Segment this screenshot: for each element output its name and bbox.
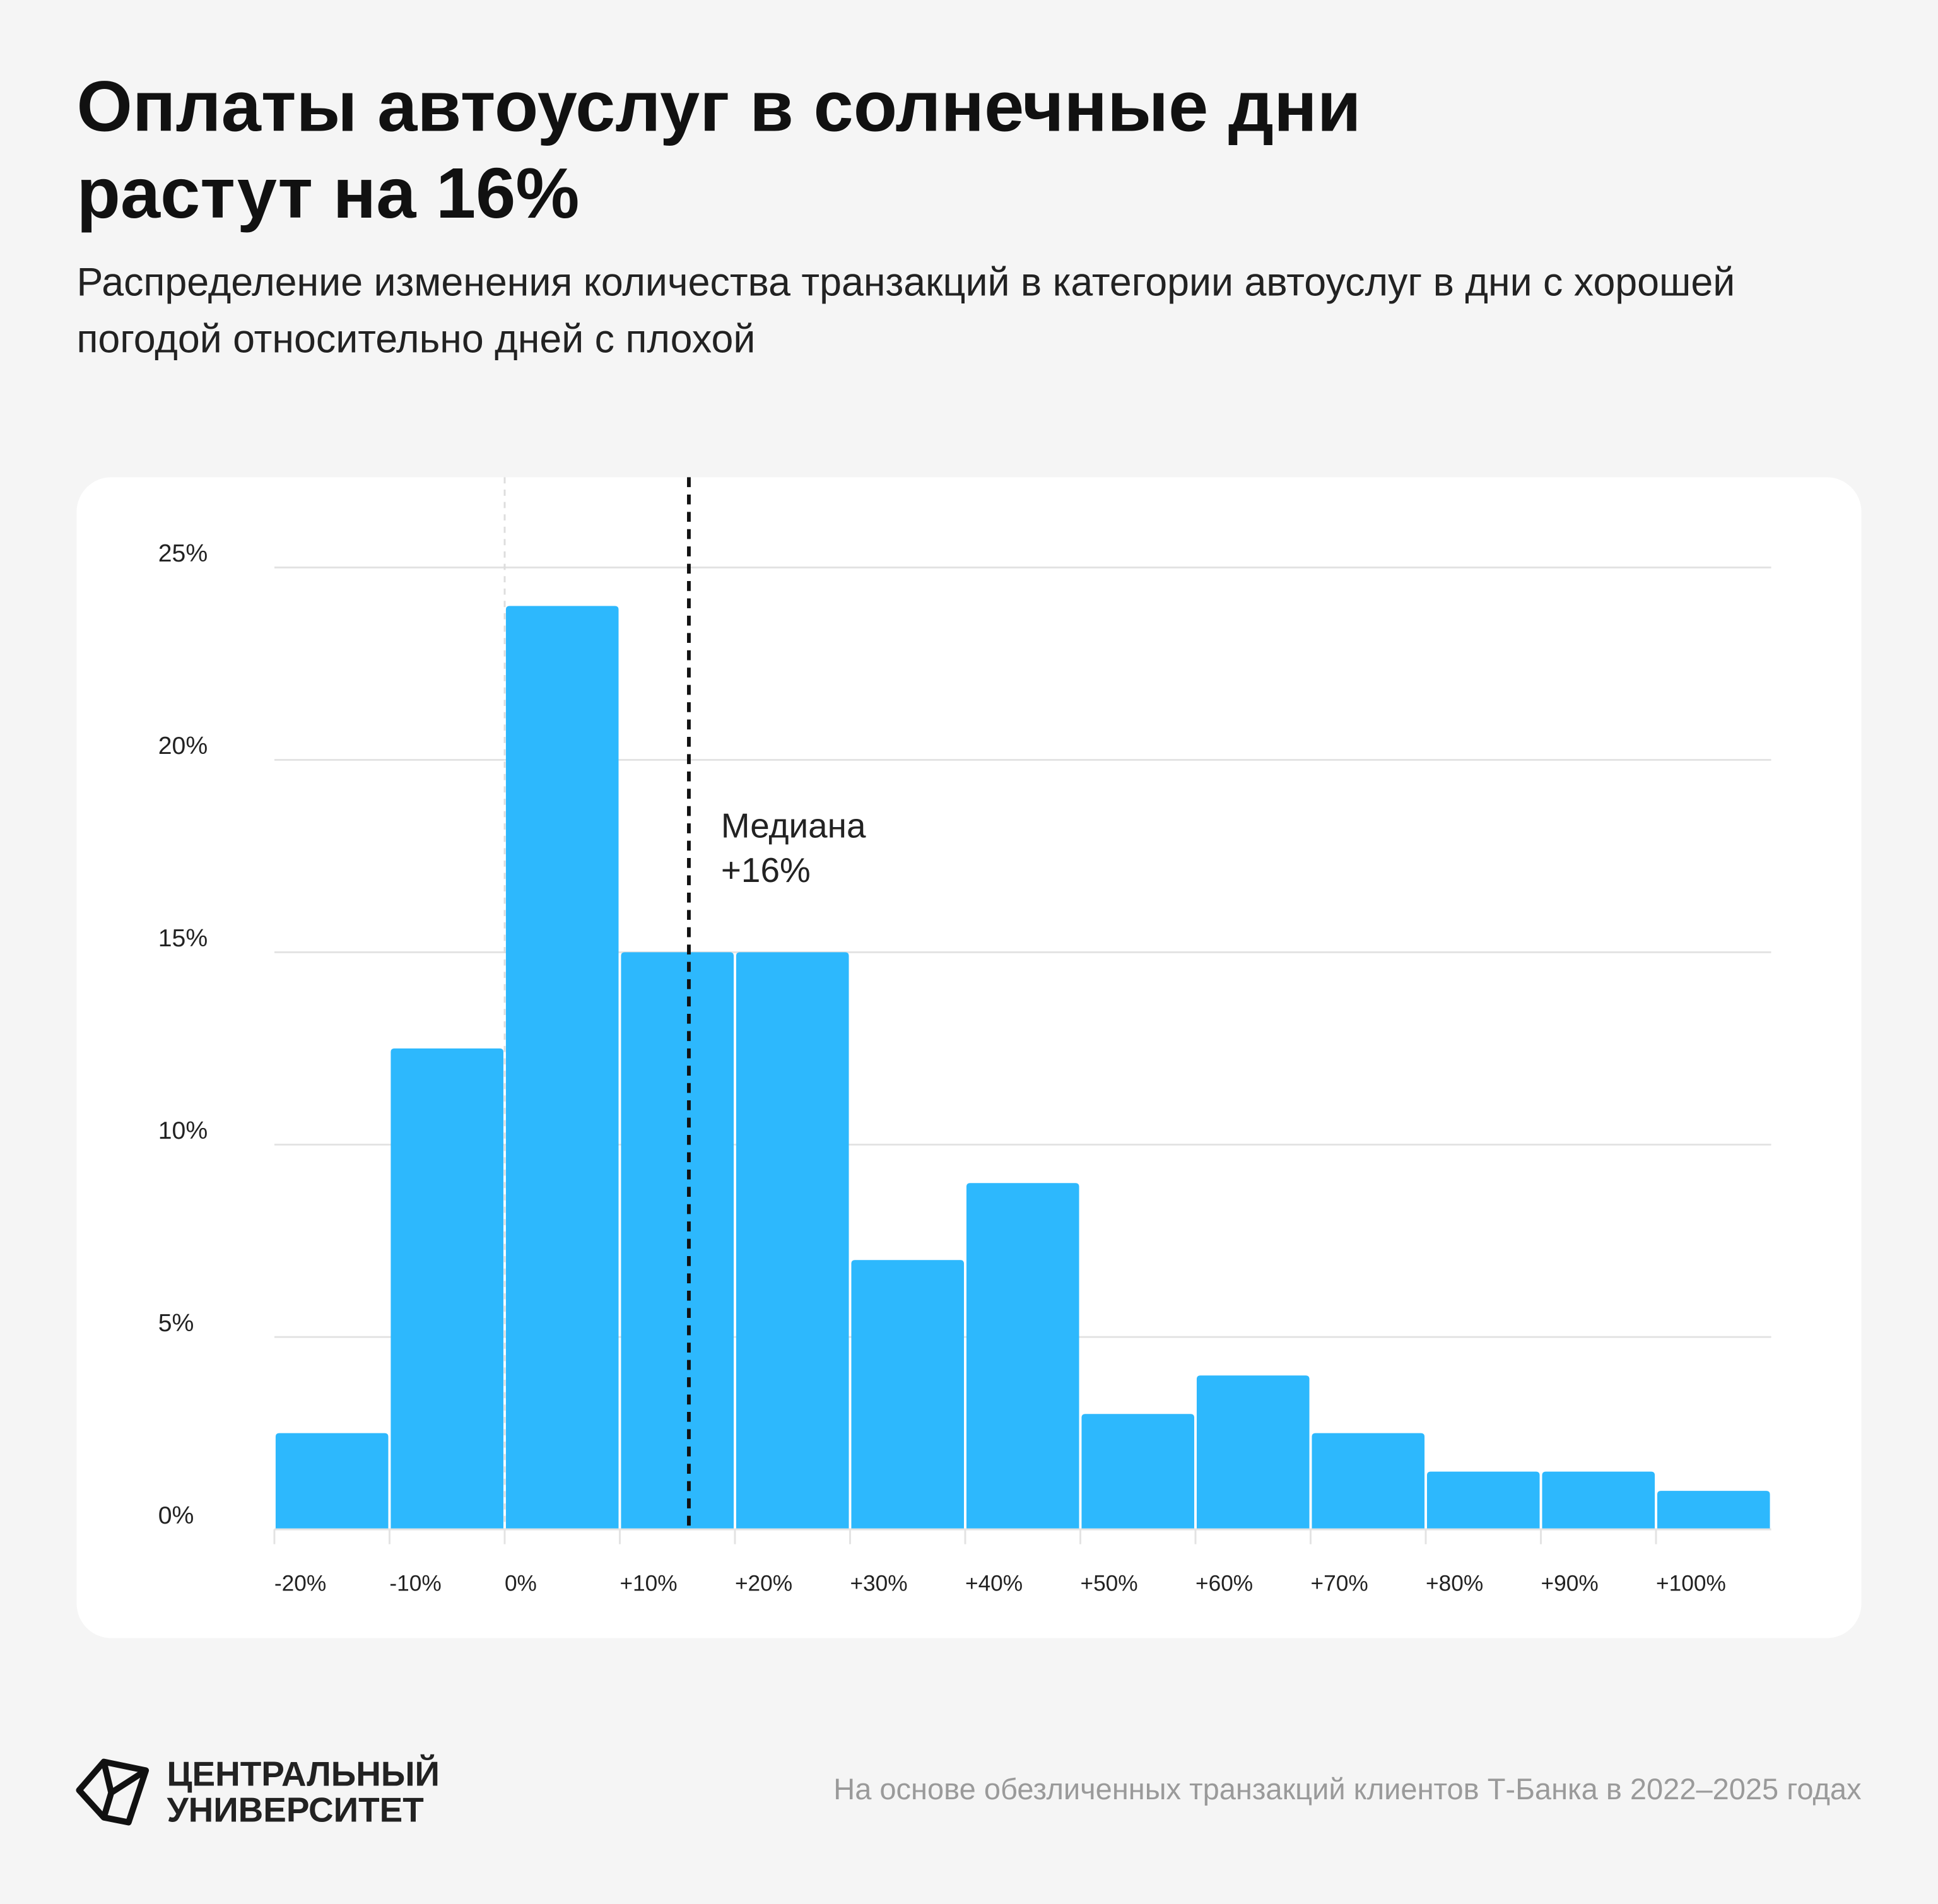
logo-icon xyxy=(76,1758,150,1826)
y-tick-label: 25% xyxy=(158,540,208,567)
x-tick-label: +70% xyxy=(1311,1572,1368,1596)
title: Оплаты автоуслуг в солнечные дни растут … xyxy=(76,66,1361,234)
y-tick-label: 5% xyxy=(158,1310,194,1337)
bar xyxy=(1426,1471,1540,1530)
bar xyxy=(1657,1491,1770,1530)
logo-text: ЦЕНТРАЛЬНЫЙ xyxy=(167,1754,439,1794)
x-tick-label: +80% xyxy=(1426,1572,1483,1596)
bar xyxy=(391,1048,503,1530)
bar xyxy=(275,1433,389,1530)
x-tick-label: 0% xyxy=(505,1572,537,1596)
x-tick-label: +90% xyxy=(1541,1572,1599,1596)
bar xyxy=(736,952,849,1530)
x-tick-label: +50% xyxy=(1080,1572,1137,1596)
bar xyxy=(966,1183,1079,1530)
y-tick-label: 10% xyxy=(158,1117,208,1144)
y-tick-label: 15% xyxy=(158,925,208,952)
bar xyxy=(851,1260,965,1530)
x-tick-label: -20% xyxy=(274,1572,326,1596)
x-tick-label: +10% xyxy=(620,1572,677,1596)
bar xyxy=(505,606,619,1530)
median-label: +16% xyxy=(721,850,811,890)
logo-text: УНИВЕРСИТЕТ xyxy=(167,1790,423,1829)
x-tick-label: +30% xyxy=(850,1572,907,1596)
bar xyxy=(1542,1471,1655,1530)
x-tick-label: -10% xyxy=(389,1572,441,1596)
x-tick-label: +60% xyxy=(1195,1572,1253,1596)
bar xyxy=(1196,1375,1310,1530)
y-tick-label: 0% xyxy=(158,1502,194,1529)
x-tick-label: +40% xyxy=(965,1572,1023,1596)
bar xyxy=(621,952,734,1530)
y-tick-label: 20% xyxy=(158,732,208,760)
source: На основе обезличенных транзакций клиент… xyxy=(833,1772,1861,1806)
bar xyxy=(1081,1414,1195,1530)
bar xyxy=(1312,1433,1425,1530)
subtitle: Распределение изменения количества транз… xyxy=(76,259,1735,361)
x-tick-label: +100% xyxy=(1656,1572,1726,1596)
median-name: Медиана xyxy=(721,806,866,845)
x-tick-label: +20% xyxy=(735,1572,792,1596)
